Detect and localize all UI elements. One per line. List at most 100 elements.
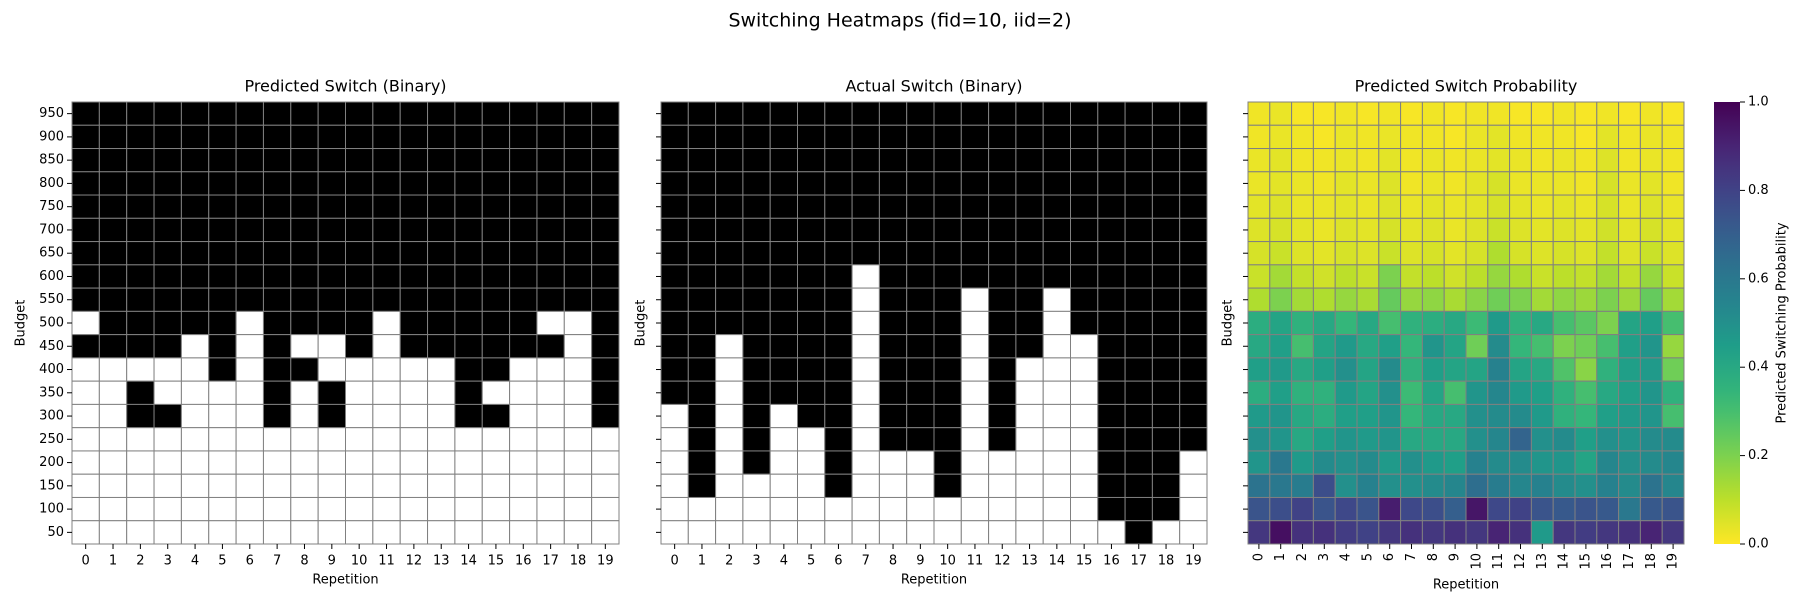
cell bbox=[317, 194, 346, 219]
cell bbox=[98, 310, 128, 336]
cell bbox=[660, 148, 689, 173]
cell bbox=[715, 334, 744, 359]
cell bbox=[481, 194, 511, 219]
cell bbox=[1247, 496, 1271, 522]
cell bbox=[98, 241, 128, 266]
cell bbox=[1618, 287, 1641, 312]
cell bbox=[1097, 101, 1126, 126]
cell bbox=[742, 241, 771, 266]
cell bbox=[372, 241, 401, 266]
x-tick-label: 3 bbox=[1317, 553, 1332, 561]
cell bbox=[1596, 427, 1620, 452]
cell bbox=[372, 520, 401, 545]
cell bbox=[509, 403, 538, 429]
cell bbox=[1661, 101, 1685, 126]
cell bbox=[1042, 241, 1071, 266]
cell bbox=[1291, 310, 1314, 336]
cell bbox=[851, 450, 880, 475]
cell bbox=[1596, 380, 1620, 405]
cell bbox=[1042, 380, 1071, 405]
cell bbox=[878, 380, 908, 405]
colorbar bbox=[1714, 102, 1740, 544]
cell bbox=[98, 403, 128, 429]
cell bbox=[1151, 473, 1181, 498]
cell bbox=[1618, 403, 1641, 429]
cell bbox=[454, 241, 483, 266]
cell bbox=[797, 473, 826, 498]
cell bbox=[1400, 148, 1423, 173]
cell bbox=[1443, 101, 1467, 126]
cell bbox=[1639, 148, 1663, 173]
cell bbox=[906, 241, 935, 266]
cell bbox=[509, 496, 538, 522]
cell bbox=[906, 496, 935, 522]
cell bbox=[290, 217, 319, 243]
x-tick-label: 13 bbox=[433, 554, 450, 569]
cell bbox=[1179, 427, 1208, 452]
cell bbox=[1247, 427, 1271, 452]
cell bbox=[1552, 310, 1576, 336]
cell bbox=[1487, 427, 1511, 452]
cell bbox=[824, 287, 853, 312]
x-tick-label: 18 bbox=[570, 554, 587, 569]
cell bbox=[1247, 380, 1271, 405]
cell bbox=[1151, 334, 1181, 359]
cell bbox=[933, 287, 962, 312]
cell bbox=[71, 148, 100, 173]
cell bbox=[126, 171, 155, 196]
cell bbox=[878, 473, 908, 498]
cell bbox=[1356, 450, 1380, 475]
cell bbox=[1124, 520, 1153, 545]
cell bbox=[1179, 264, 1208, 289]
cell bbox=[1552, 334, 1576, 359]
cell bbox=[290, 427, 319, 452]
cell bbox=[1151, 520, 1181, 545]
figure-title: Switching Heatmaps (fid=10, iid=2) bbox=[728, 10, 1071, 32]
cell bbox=[1312, 287, 1336, 312]
cell bbox=[851, 310, 880, 336]
cell bbox=[454, 403, 483, 429]
cell bbox=[235, 403, 264, 429]
cell bbox=[1487, 101, 1511, 126]
cell bbox=[1421, 496, 1445, 522]
cell bbox=[591, 194, 620, 219]
cell bbox=[126, 194, 155, 219]
cell bbox=[591, 520, 620, 545]
cell bbox=[1639, 171, 1663, 196]
cell bbox=[1378, 334, 1402, 359]
cell bbox=[1124, 101, 1153, 126]
cell bbox=[180, 194, 210, 219]
cell bbox=[1312, 403, 1336, 429]
cell bbox=[1378, 403, 1402, 429]
cell bbox=[769, 194, 799, 219]
cell bbox=[824, 194, 853, 219]
cell bbox=[427, 287, 456, 312]
cell bbox=[372, 427, 401, 452]
cell bbox=[290, 148, 319, 173]
cell bbox=[1179, 496, 1208, 522]
cell bbox=[742, 427, 771, 452]
cell bbox=[563, 357, 593, 382]
cell bbox=[591, 403, 620, 429]
cell bbox=[208, 194, 237, 219]
cell bbox=[345, 427, 374, 452]
cell bbox=[933, 194, 962, 219]
cell bbox=[1487, 287, 1511, 312]
cell bbox=[1042, 287, 1071, 312]
x-tick-label: 7 bbox=[1404, 553, 1419, 561]
y-tick-label: 300 bbox=[39, 409, 64, 424]
cell bbox=[878, 287, 908, 312]
y-tick-label: 650 bbox=[39, 246, 64, 261]
cell bbox=[153, 450, 182, 475]
cell bbox=[180, 124, 210, 150]
cell bbox=[1400, 427, 1423, 452]
cell bbox=[1151, 217, 1181, 243]
x-tick-label: 17 bbox=[1622, 553, 1637, 570]
cell bbox=[563, 310, 593, 336]
cell bbox=[797, 217, 826, 243]
cell bbox=[906, 334, 935, 359]
cell bbox=[1574, 194, 1598, 219]
cell bbox=[1421, 171, 1445, 196]
cell bbox=[591, 287, 620, 312]
x-tick-label: 14 bbox=[1557, 553, 1572, 570]
